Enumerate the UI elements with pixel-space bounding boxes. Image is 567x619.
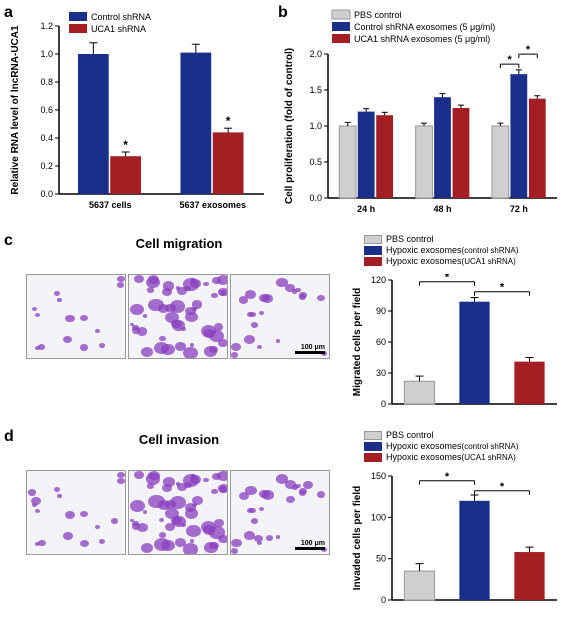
- micrograph: UCA1 shRNA100 μm: [230, 470, 330, 555]
- svg-text:*: *: [500, 481, 505, 493]
- svg-text:72 h: 72 h: [510, 204, 528, 214]
- panel-d-legend: PBS controlHypoxic exosomes (control shR…: [364, 430, 518, 463]
- micrograph: PBS control: [26, 274, 126, 359]
- svg-text:0.5: 0.5: [309, 157, 322, 167]
- svg-text:UCA1 shRNA exosomes (5 μg/ml): UCA1 shRNA exosomes (5 μg/ml): [354, 34, 490, 44]
- panel-d-label: d: [4, 428, 14, 446]
- micrograph: PBS control: [26, 470, 126, 555]
- panel-c-title: Cell migration: [54, 236, 304, 251]
- svg-text:5637 cells: 5637 cells: [89, 200, 132, 210]
- svg-text:*: *: [123, 138, 128, 152]
- svg-text:*: *: [445, 274, 450, 284]
- svg-text:1.0: 1.0: [40, 49, 53, 59]
- legend-item: Hypoxic exosomes (control shRNA): [364, 245, 518, 255]
- panel-c: c Cell migration PBS controlControl shRN…: [4, 232, 563, 417]
- panel-d-micrographs: PBS controlControl shRNAUCA1 shRNA100 μm: [26, 470, 330, 555]
- micrograph: Control shRNA: [128, 470, 228, 555]
- chart-d: 0 50 100 150 Invaded cells per field * *: [348, 470, 563, 610]
- svg-text:2.0: 2.0: [309, 49, 322, 59]
- svg-text:Migrated cells per field: Migrated cells per field: [352, 288, 363, 396]
- svg-text:*: *: [507, 54, 512, 66]
- svg-text:PBS control: PBS control: [354, 10, 402, 20]
- legend-item: PBS control: [364, 430, 518, 440]
- svg-text:0.8: 0.8: [40, 77, 53, 87]
- svg-text:24 h: 24 h: [357, 204, 375, 214]
- legend-item: PBS control: [364, 234, 518, 244]
- svg-text:1.0: 1.0: [309, 121, 322, 131]
- svg-text:100: 100: [371, 512, 386, 522]
- legend-item: Hypoxic exosomes (UCA1 shRNA): [364, 256, 518, 266]
- svg-text:*: *: [526, 44, 531, 56]
- svg-text:1.5: 1.5: [309, 85, 322, 95]
- chart-b: 0.0 0.5 1.0 1.5 2.0 Cell proliferation (fold …: [278, 4, 563, 224]
- svg-text:150: 150: [371, 471, 386, 481]
- panel-d: d Cell invasion PBS controlControl shRNA…: [4, 428, 563, 613]
- micrograph: UCA1 shRNA100 μm: [230, 274, 330, 359]
- chart-a: 0.0 0.2 0.4 0.6 0.8 1.0 1.2 Relative RNA level …: [4, 4, 274, 224]
- svg-text:48 h: 48 h: [433, 204, 451, 214]
- panel-c-micrographs: PBS controlControl shRNAUCA1 shRNA100 μm: [26, 274, 330, 359]
- svg-text:0.0: 0.0: [40, 189, 53, 199]
- svg-text:90: 90: [376, 306, 386, 316]
- svg-text:0.6: 0.6: [40, 105, 53, 115]
- svg-text:*: *: [445, 471, 450, 483]
- chart-c: 0 30 60 90 120 Migrated cells per field * *: [348, 274, 563, 414]
- svg-text:0.0: 0.0: [309, 193, 322, 203]
- panel-c-label: c: [4, 232, 13, 250]
- panel-a: a 0.00.20.40.60.81.01.2Relative RNA leve…: [4, 4, 274, 224]
- svg-text:Control shRNA exosomes (5 μg/m: Control shRNA exosomes (5 μg/ml): [354, 22, 495, 32]
- svg-text:*: *: [226, 114, 231, 128]
- svg-text:Relative RNA level of lncRNA-U: Relative RNA level of lncRNA-UCA1: [10, 25, 21, 195]
- svg-text:5637 exosomes: 5637 exosomes: [179, 200, 246, 210]
- svg-text:0: 0: [381, 595, 386, 605]
- legend-item: Hypoxic exosomes (control shRNA): [364, 441, 518, 451]
- svg-text:Control shRNA: Control shRNA: [91, 12, 151, 22]
- svg-text:60: 60: [376, 337, 386, 347]
- svg-text:Cell proliferation (fold of co: Cell proliferation (fold of control): [284, 48, 295, 204]
- svg-text:120: 120: [371, 275, 386, 285]
- svg-text:UCA1 shRNA: UCA1 shRNA: [91, 24, 146, 34]
- legend-item: Hypoxic exosomes (UCA1 shRNA): [364, 452, 518, 462]
- svg-text:30: 30: [376, 368, 386, 378]
- svg-text:*: *: [500, 282, 505, 294]
- panel-d-title: Cell invasion: [54, 432, 304, 447]
- svg-text:1.2: 1.2: [40, 21, 53, 31]
- micrograph: Control shRNA: [128, 274, 228, 359]
- panel-b: b 0.00.51.01.52.0Cell proliferation (fol…: [278, 4, 563, 224]
- svg-text:0.2: 0.2: [40, 161, 53, 171]
- svg-text:0: 0: [381, 399, 386, 409]
- panel-c-legend: PBS controlHypoxic exosomes (control shR…: [364, 234, 518, 267]
- svg-text:Invaded cells per field: Invaded cells per field: [352, 486, 363, 590]
- svg-text:50: 50: [376, 554, 386, 564]
- svg-text:0.4: 0.4: [40, 133, 53, 143]
